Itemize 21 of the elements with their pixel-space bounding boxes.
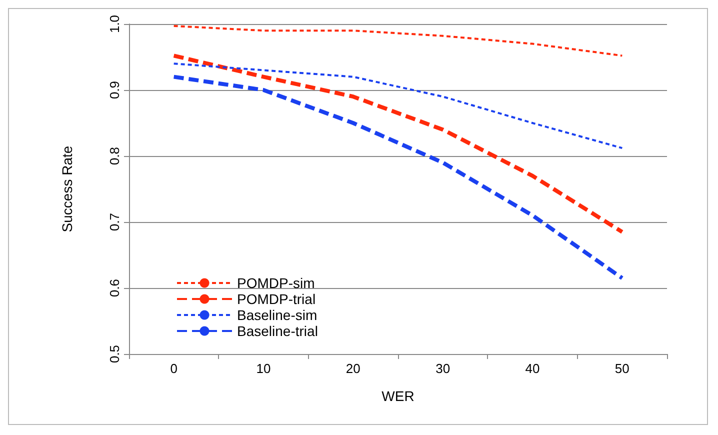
line-series	[172, 24, 624, 57]
legend-label: POMDP-trial	[237, 291, 316, 307]
x-tick-label: 40	[525, 361, 540, 376]
y-tick-label: 0.8	[107, 146, 122, 166]
line-series	[172, 54, 624, 234]
legend-label: Baseline-trial	[237, 323, 318, 339]
line-series	[172, 62, 624, 150]
x-tick-label: 50	[614, 361, 630, 376]
y-tick-label: 0.7	[107, 212, 122, 232]
y-tick-label: 0.9	[107, 80, 122, 100]
y-tick-label: 1.0	[107, 14, 122, 34]
x-tick-label: 20	[346, 361, 360, 376]
y-tick-label: 0.6	[107, 278, 122, 298]
y-axis-title: Success Rate	[59, 146, 75, 232]
x-tick-label: 30	[436, 361, 450, 376]
legend-label: Baseline-sim	[237, 307, 318, 323]
x-tick-label: 10	[256, 361, 271, 376]
x-axis-title: WER	[382, 388, 414, 404]
legend-label: POMDP-sim	[237, 275, 315, 291]
y-tick-label: 0.5	[107, 344, 122, 364]
x-tick-label: 0	[170, 361, 178, 376]
